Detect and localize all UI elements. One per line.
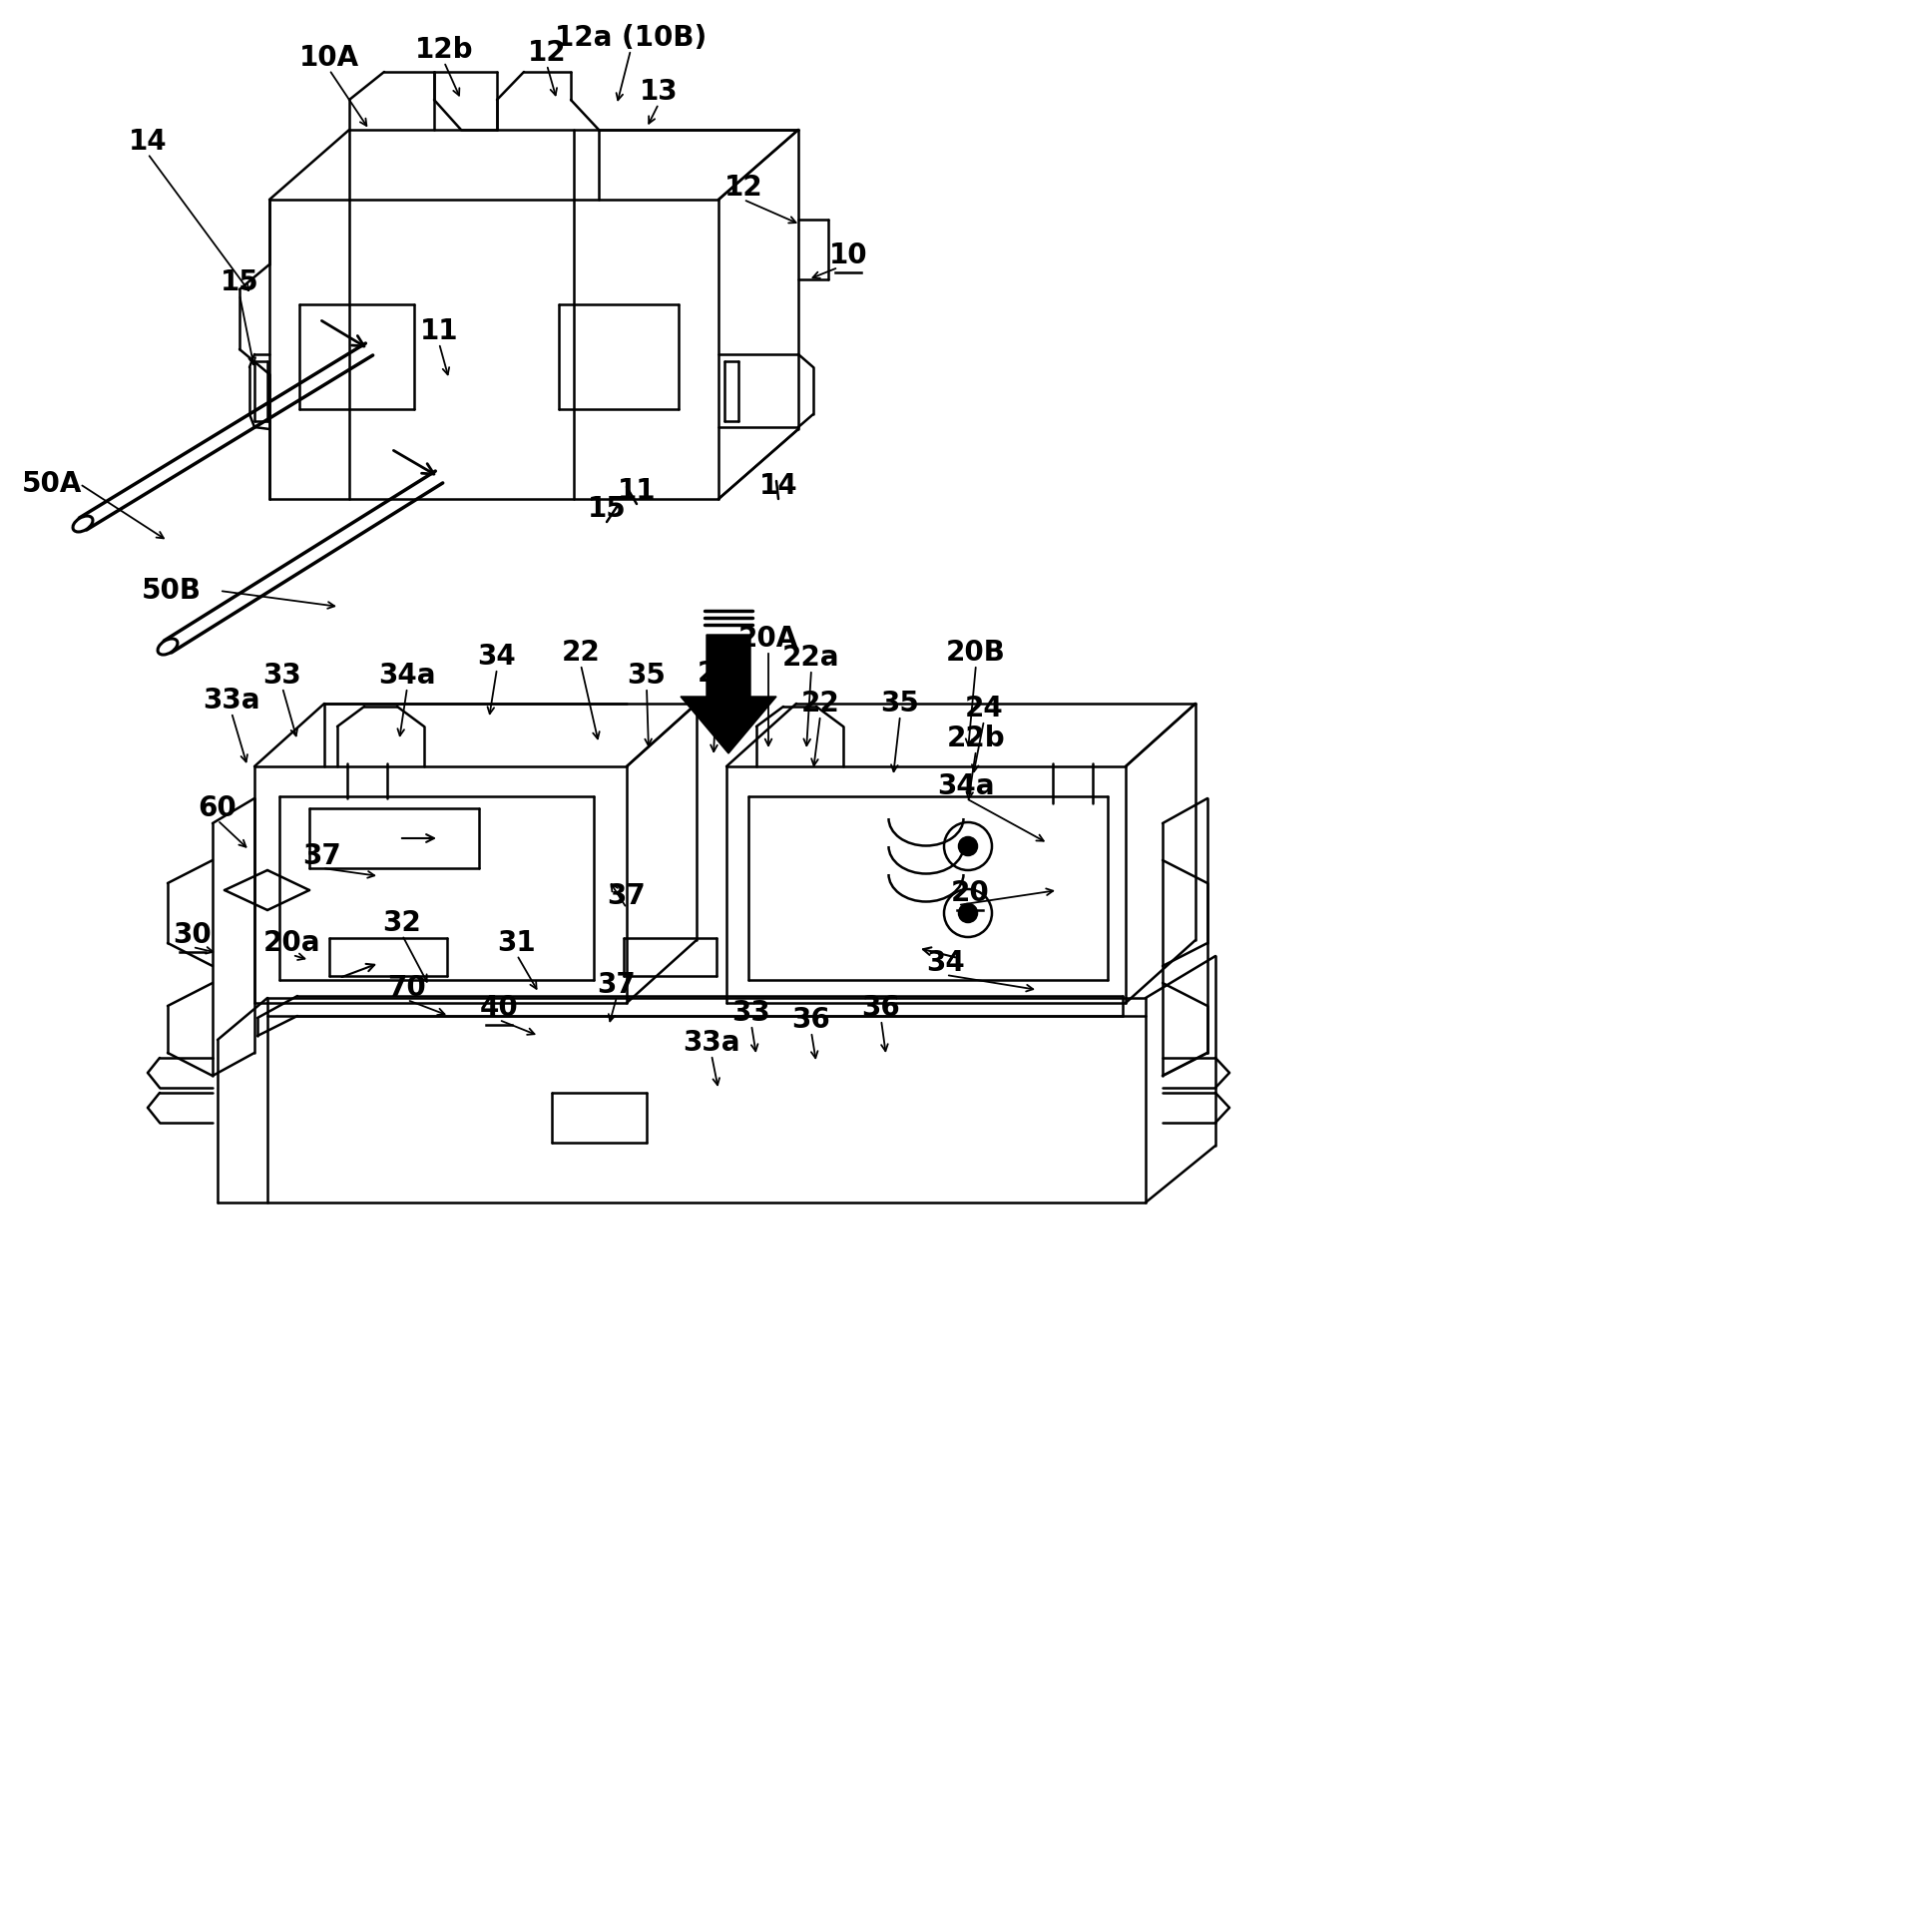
Text: 70: 70 (388, 974, 426, 1003)
Text: 22: 22 (562, 639, 600, 667)
Text: 35: 35 (881, 690, 919, 717)
Text: 37: 37 (598, 972, 636, 999)
Ellipse shape (73, 516, 94, 531)
Text: 12b: 12b (414, 37, 474, 64)
Text: 11: 11 (617, 477, 655, 504)
Circle shape (959, 837, 976, 856)
Polygon shape (680, 636, 775, 753)
Text: 11: 11 (420, 317, 458, 346)
Text: 12: 12 (527, 39, 565, 68)
Text: 20A: 20A (737, 624, 798, 653)
Text: 37: 37 (304, 842, 342, 869)
Ellipse shape (159, 639, 178, 655)
Text: 20a: 20a (264, 929, 321, 956)
Text: 22a: 22a (783, 643, 840, 672)
Text: 24: 24 (965, 696, 1003, 723)
Text: 20: 20 (949, 879, 989, 908)
Text: 10: 10 (829, 242, 867, 269)
Text: 12a (10B): 12a (10B) (554, 23, 707, 52)
Text: 31: 31 (497, 929, 537, 956)
Text: 35: 35 (626, 661, 667, 690)
Text: 33a: 33a (202, 686, 260, 715)
Text: 50B: 50B (141, 578, 201, 605)
Text: 34: 34 (926, 949, 965, 978)
Text: 33: 33 (264, 661, 302, 690)
Text: 14: 14 (128, 128, 166, 156)
Text: 10A: 10A (300, 44, 359, 71)
Text: 37: 37 (607, 883, 646, 910)
Text: 14: 14 (758, 471, 796, 500)
Text: 23: 23 (697, 659, 735, 688)
Text: 15: 15 (586, 495, 626, 524)
Text: 13: 13 (640, 77, 678, 106)
Text: 22b: 22b (945, 724, 1005, 752)
Text: 32: 32 (382, 910, 422, 937)
Text: 34a: 34a (378, 661, 435, 690)
Text: 34: 34 (478, 643, 516, 670)
Text: 33a: 33a (682, 1030, 739, 1057)
Circle shape (959, 904, 976, 922)
Text: 30: 30 (174, 922, 212, 949)
Text: 40: 40 (479, 993, 518, 1022)
Text: 20B: 20B (945, 639, 1005, 667)
Text: 50A: 50A (21, 469, 82, 498)
Text: 33: 33 (732, 999, 770, 1028)
Text: 34a: 34a (936, 773, 993, 800)
Text: 12: 12 (724, 174, 762, 201)
Text: 22: 22 (800, 690, 838, 717)
Text: 15: 15 (220, 269, 258, 296)
Text: 36: 36 (791, 1007, 831, 1034)
Text: 60: 60 (199, 794, 237, 823)
Text: 36: 36 (861, 993, 900, 1022)
